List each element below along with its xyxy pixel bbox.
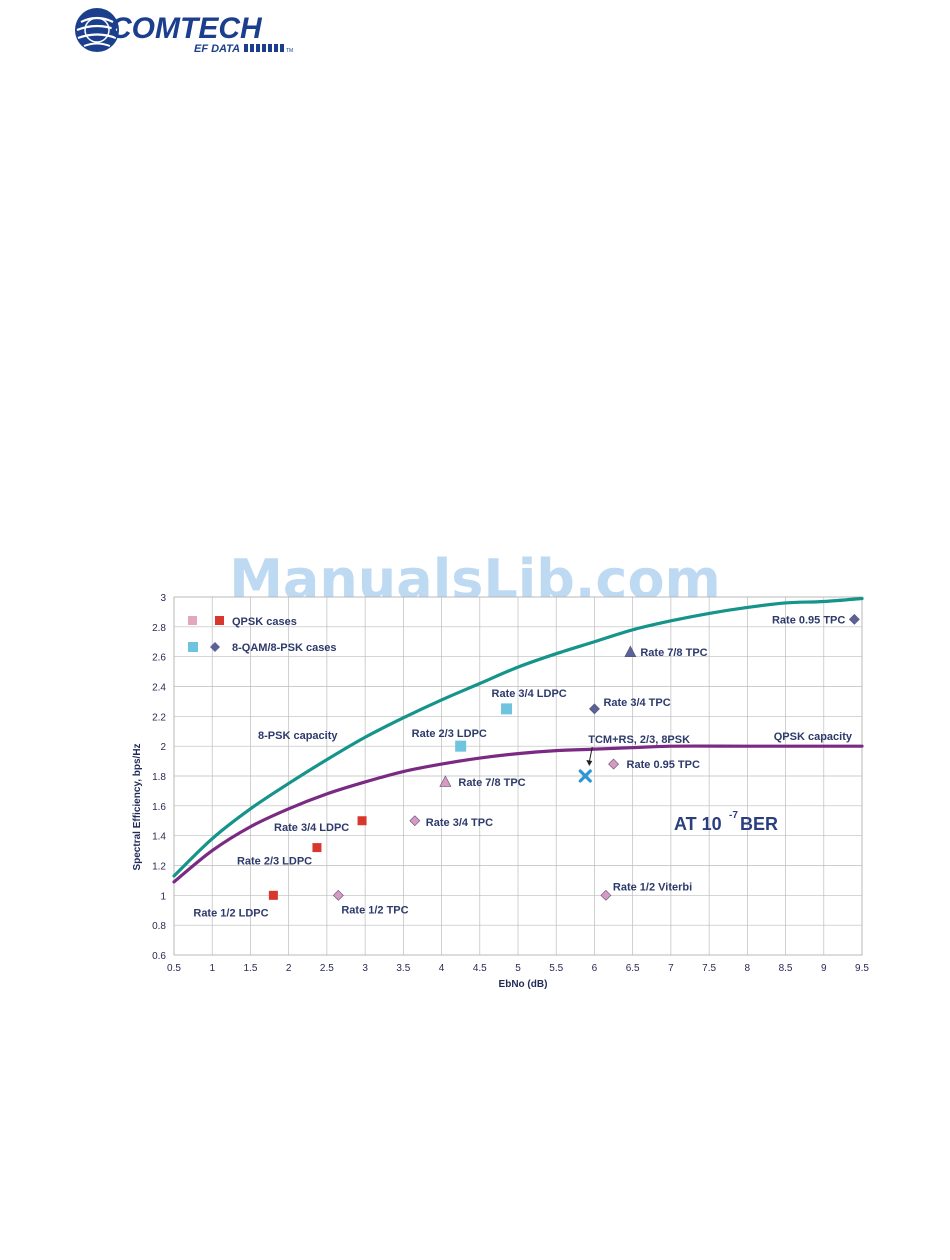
data-points <box>268 613 860 901</box>
marker-cross-stroke <box>578 769 592 783</box>
ber-main-text: AT 10 <box>674 814 722 834</box>
marker-diamond <box>409 815 421 827</box>
ber-annotation: AT 10 -7 BER <box>674 810 778 834</box>
point-label: Rate 3/4 TPC <box>603 697 670 709</box>
legend: QPSK cases 8-QAM/8-PSK cases <box>188 616 337 654</box>
point-label: Rate 2/3 LDPC <box>412 728 487 740</box>
y-tick-label: 2.4 <box>152 683 166 694</box>
x-tick-label: 7.5 <box>702 963 716 974</box>
x-tick-label: 4.5 <box>473 963 487 974</box>
x-tick-label: 5.5 <box>549 963 563 974</box>
point-label: Rate 0.95 TPC <box>627 759 700 771</box>
x-tick-label: 8 <box>745 963 751 974</box>
y-tick-label: 3 <box>160 593 166 604</box>
label-qpsk-capacity: QPSK capacity <box>774 731 853 743</box>
x-tick-label: 6 <box>592 963 598 974</box>
y-tick-label: 1.2 <box>152 862 166 873</box>
marker-triangle <box>439 775 452 787</box>
x-tick-label: 6.5 <box>626 963 640 974</box>
legend-swatch-qpsk-pink <box>188 616 197 625</box>
point-label: Rate 1/2 Viterbi <box>613 881 692 893</box>
y-tick-label: 0.6 <box>152 951 166 962</box>
x-tick-label: 1 <box>209 963 215 974</box>
marker-square <box>268 890 278 900</box>
tcm-arrow-line <box>588 746 593 763</box>
marker-diamond <box>600 889 612 901</box>
point-labels: 8-PSK capacity QPSK capacity Rate 1/2 LDPC… <box>193 614 852 919</box>
marker-square <box>357 816 367 826</box>
point-label: Rate 1/2 LDPC <box>193 907 268 919</box>
logo-sub-text: EF DATA <box>194 43 240 55</box>
y-tick-label: 1.6 <box>152 802 166 813</box>
x-tick-label: 3.5 <box>396 963 410 974</box>
x-axis-title: EbNo (dB) <box>499 979 548 990</box>
marker-cross <box>578 769 592 783</box>
x-tick-label: 0.5 <box>167 963 181 974</box>
y-tick-label: 2.6 <box>152 653 166 664</box>
legend-label-qpsk: QPSK cases <box>232 616 297 628</box>
logo-stripes <box>244 44 284 52</box>
curve-8psk-capacity <box>172 596 864 878</box>
ber-exponent: -7 <box>729 810 738 821</box>
marker-square <box>455 740 467 752</box>
legend-label-8qam: 8-QAM/8-PSK cases <box>232 642 337 654</box>
ber-suffix: BER <box>740 814 778 834</box>
curve-qpsk-capacity <box>172 744 864 884</box>
x-tick-label: 9 <box>821 963 827 974</box>
marker-diamond <box>608 758 619 770</box>
label-8psk-capacity: 8-PSK capacity <box>258 730 338 742</box>
x-axis-ticks: 0.5 1 1.5 2 2.5 3 3.5 4 4.5 5 5.5 6 6.5 7 7.5 8 8.5 9 9.5 <box>167 963 869 974</box>
point-label: Rate 0.95 TPC <box>772 614 845 626</box>
marker-triangle <box>624 645 637 657</box>
logo-tm: TM <box>286 48 293 54</box>
grid <box>173 596 863 956</box>
y-tick-label: 1 <box>160 891 166 902</box>
y-tick-label: 2.8 <box>152 623 166 634</box>
legend-swatch-qam-dark-blue <box>210 642 220 652</box>
x-tick-label: 3 <box>362 963 368 974</box>
marker-diamond <box>332 889 344 901</box>
comtech-logo: COMTECH EF DATA TM <box>75 8 293 55</box>
x-tick-label: 5 <box>515 963 521 974</box>
marker-diamond <box>848 613 860 625</box>
x-tick-label: 2 <box>286 963 292 974</box>
point-label: Rate 7/8 TPC <box>640 647 707 659</box>
y-tick-label: 2 <box>160 742 166 753</box>
y-axis-ticks: 0.6 0.8 1 1.2 1.4 1.6 1.8 2 2.2 2.4 2.6 2.8 3 <box>152 593 166 962</box>
tcm-arrow-head <box>586 760 593 766</box>
y-tick-label: 0.8 <box>152 921 166 932</box>
marker-diamond <box>589 703 600 715</box>
point-label: Rate 1/2 TPC <box>341 904 408 916</box>
capacity-curves <box>172 596 864 884</box>
y-tick-label: 1.4 <box>152 832 166 843</box>
x-tick-label: 7 <box>668 963 674 974</box>
legend-swatch-qpsk-red <box>215 616 224 625</box>
y-tick-label: 1.8 <box>152 772 166 783</box>
y-tick-label: 2.2 <box>152 712 166 723</box>
x-tick-label: 8.5 <box>779 963 793 974</box>
point-label: Rate 7/8 TPC <box>458 777 525 789</box>
spectral-efficiency-chart: 0.5 1 1.5 2 2.5 3 3.5 4 4.5 5 5.5 6 6.5 7 7.5 8 8.5 9 9.5 … <box>132 593 869 990</box>
marker-square <box>501 703 513 715</box>
logo-main-text: COMTECH <box>110 12 263 45</box>
x-tick-label: 2.5 <box>320 963 334 974</box>
x-tick-label: 9.5 <box>855 963 869 974</box>
point-label: TCM+RS, 2/3, 8PSK <box>588 734 690 746</box>
point-label: Rate 2/3 LDPC <box>237 856 312 868</box>
y-axis-title: Spectral Efficiency, bps/Hz <box>132 743 143 870</box>
point-label: Rate 3/4 LDPC <box>492 688 567 700</box>
x-tick-label: 1.5 <box>243 963 257 974</box>
legend-swatch-qam-light-blue <box>188 642 198 652</box>
point-label: Rate 3/4 TPC <box>426 817 493 829</box>
globe-icon <box>75 8 119 52</box>
marker-square <box>312 843 322 853</box>
point-label: Rate 3/4 LDPC <box>274 822 349 834</box>
x-tick-label: 4 <box>439 963 445 974</box>
